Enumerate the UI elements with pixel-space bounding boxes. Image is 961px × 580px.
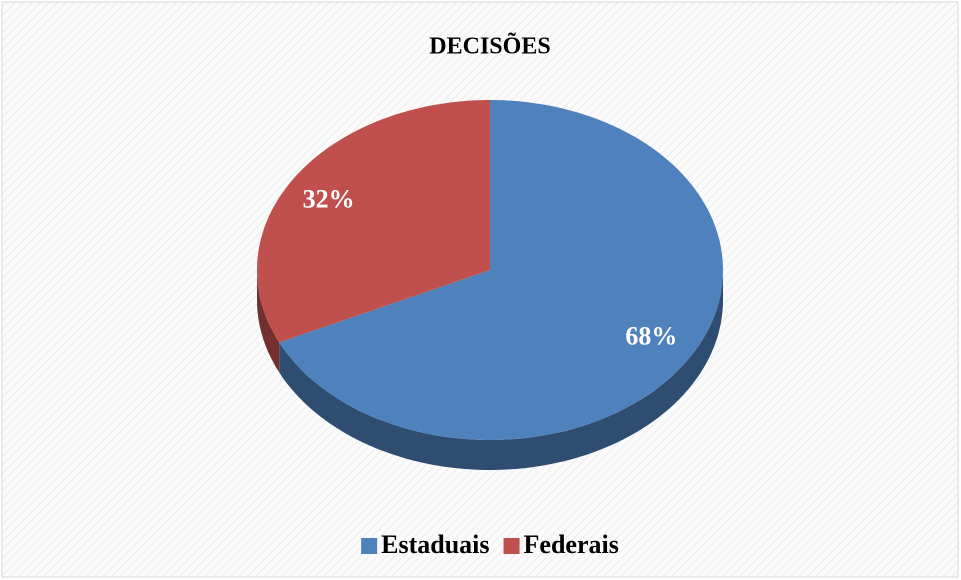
pie-slice-side (279, 270, 723, 470)
pie-slice-side (257, 270, 280, 373)
legend-swatch (361, 538, 378, 554)
data-label: 68% (625, 321, 677, 350)
legend-label: Estaduais (381, 530, 489, 559)
pie-slice (257, 100, 490, 343)
chart-title: DECISÕES (429, 34, 550, 60)
legend-swatch (503, 538, 520, 554)
pie-slice (279, 100, 723, 440)
data-label: 32% (303, 185, 355, 214)
legend-label: Federais (524, 530, 619, 559)
